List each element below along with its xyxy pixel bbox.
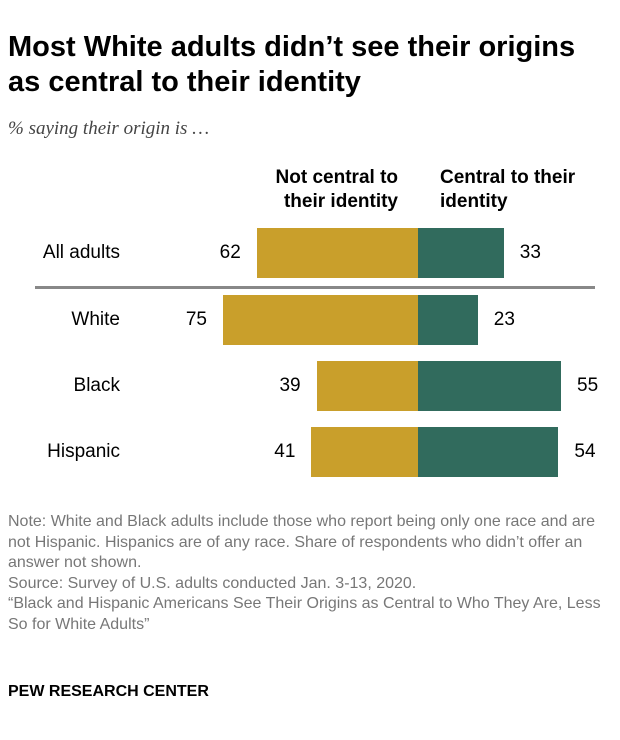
bar-not-central <box>256 228 418 278</box>
note-text: Note: White and Black adults include tho… <box>8 513 596 571</box>
bar-central <box>418 228 504 278</box>
value-not-central: 75 <box>185 309 207 330</box>
bar-central <box>418 295 478 345</box>
value-central: 55 <box>577 375 599 396</box>
value-central: 54 <box>574 441 596 462</box>
value-not-central: 62 <box>219 242 241 263</box>
bar-not-central <box>316 361 418 411</box>
legend-central: Central to their identity <box>440 167 576 212</box>
bar-central <box>418 427 559 477</box>
category-label: Hispanic <box>47 441 120 462</box>
value-not-central: 39 <box>279 375 301 396</box>
category-label: All adults <box>42 242 120 263</box>
divider <box>35 286 595 289</box>
brand-logo: PEW RESEARCH CENTER <box>8 683 209 700</box>
value-central: 23 <box>493 309 515 330</box>
report-title: “Black and Hispanic Americans See Their … <box>8 595 601 633</box>
source-text: Source: Survey of U.S. adults conducted … <box>8 574 417 592</box>
category-label: White <box>71 309 120 330</box>
value-not-central: 41 <box>274 441 296 462</box>
bar-not-central <box>223 295 418 345</box>
legend-not-central: Not central to their identity <box>275 167 398 212</box>
category-label: Black <box>73 375 120 396</box>
value-central: 33 <box>519 242 541 263</box>
bar-not-central <box>311 427 418 477</box>
chart-subtitle: % saying their origin is … <box>8 118 210 139</box>
chart-title: Most White adults didn’t see their origi… <box>8 31 576 98</box>
bar-central <box>418 361 561 411</box>
note: Note: White and Black adults include tho… <box>8 512 613 635</box>
